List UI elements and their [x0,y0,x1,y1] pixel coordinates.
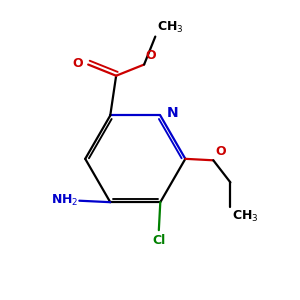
Text: CH$_3$: CH$_3$ [157,20,183,35]
Text: N: N [167,106,178,120]
Text: NH$_2$: NH$_2$ [51,193,78,208]
Text: Cl: Cl [152,234,166,247]
Text: CH$_3$: CH$_3$ [232,209,259,224]
Text: O: O [72,57,83,70]
Text: O: O [216,145,226,158]
Text: O: O [146,49,156,62]
